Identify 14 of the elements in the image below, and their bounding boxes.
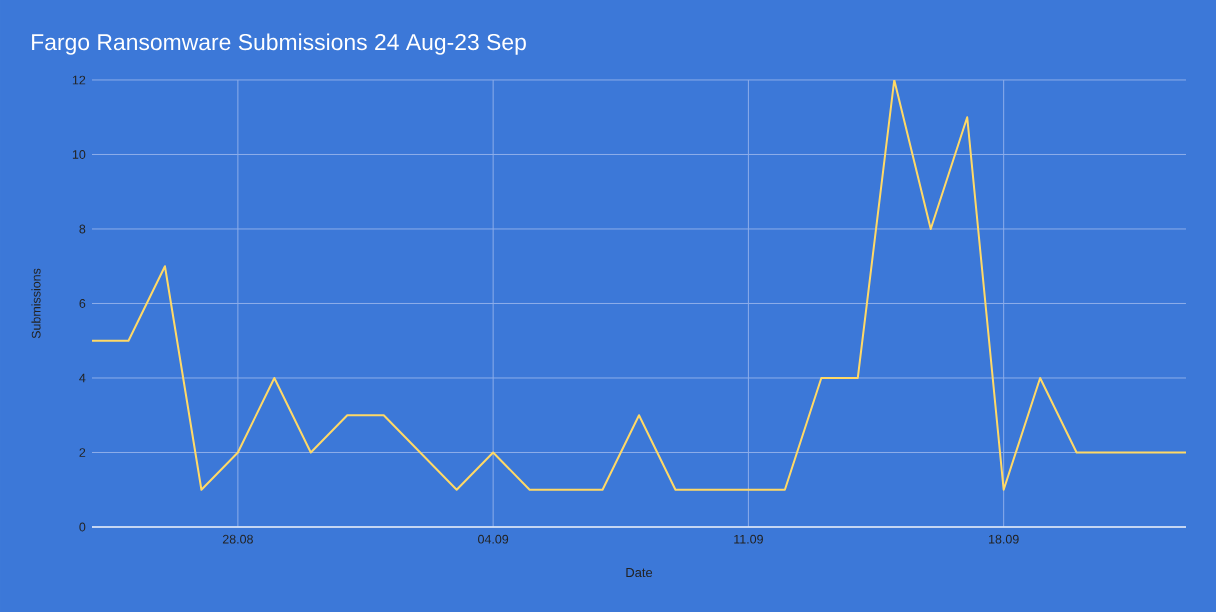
y-tick-label: 6 [79,299,86,308]
y-tick-label: 10 [72,150,86,159]
x-axis-title: Date [626,568,653,578]
chart-title: Fargo Ransomware Submissions 24 Aug-23 Sep [32,33,526,55]
x-tick-label: 18.09 [989,534,1019,544]
x-tick-label: 04.09 [478,534,509,544]
x-tick-label: 11.09 [734,534,763,544]
x-tick-label: 28.08 [222,534,253,544]
y-tick-label: 12 [72,75,86,85]
y-tick-label: 0 [79,522,86,532]
y-axis-title: Submissions [31,268,41,339]
y-tick-label: 2 [79,448,86,457]
y-tick-label: 4 [79,373,86,383]
y-tick-label: 8 [79,224,86,234]
